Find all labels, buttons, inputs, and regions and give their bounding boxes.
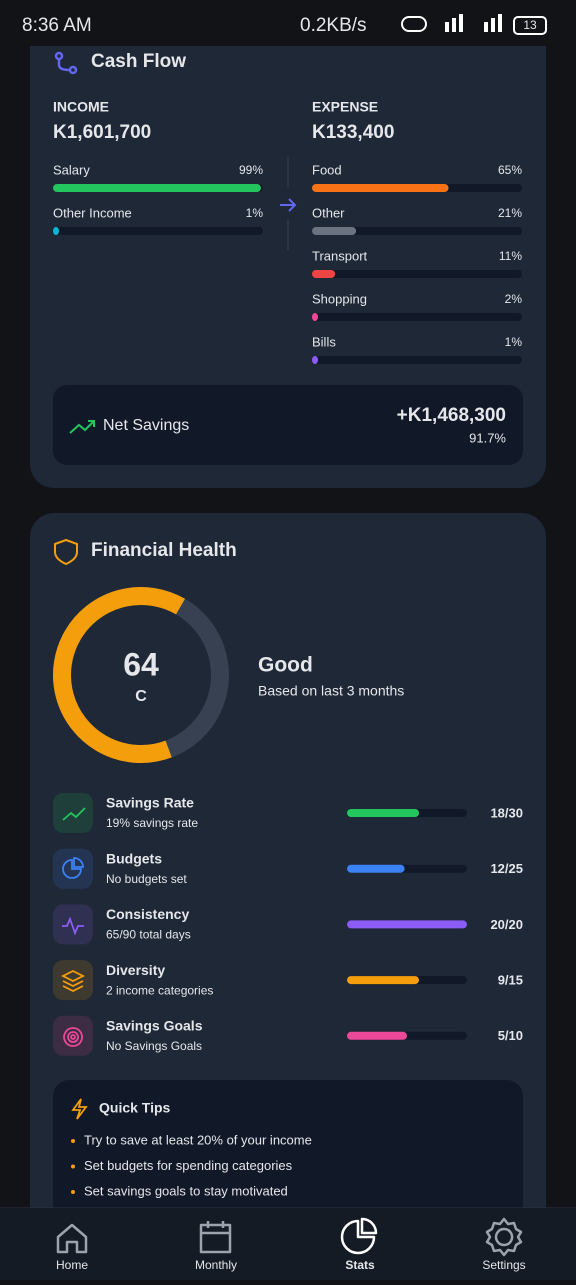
metric-detail: No Savings Goals — [106, 1039, 202, 1053]
bar-track — [312, 270, 522, 278]
bottom-nav — [0, 1208, 576, 1280]
bar — [312, 356, 318, 364]
tip: Set savings goals to stay motivated — [84, 1183, 288, 1198]
card-title: Financial Health — [91, 540, 237, 561]
income-label: INCOME — [53, 99, 109, 115]
tip: Try to save at least 20% of your income — [84, 1132, 312, 1147]
nav-icon — [56, 1223, 88, 1254]
metric-icon-box — [53, 793, 93, 833]
bar — [347, 1031, 407, 1040]
nav-item[interactable]: Home — [56, 1223, 88, 1272]
nav-icon — [199, 1221, 232, 1254]
category-percent: 65% — [498, 163, 522, 177]
bar — [347, 809, 419, 817]
nav-icon — [340, 1217, 378, 1255]
card-title: Cash Flow — [91, 51, 186, 72]
expense-label: EXPENSE — [312, 99, 378, 115]
bar-track — [312, 313, 522, 321]
expense-total: K133,400 — [312, 122, 394, 143]
bar — [347, 976, 419, 985]
bar — [53, 184, 261, 192]
category-name: Food — [312, 162, 342, 177]
net-savings-percent: 91.7% — [469, 430, 506, 445]
bar — [312, 184, 449, 192]
metric-detail: No budgets set — [106, 872, 187, 886]
bullet — [71, 1164, 75, 1169]
signal-icons — [401, 14, 502, 32]
score-ring — [52, 587, 229, 763]
metric-name: Budgets — [106, 850, 162, 866]
tips-title: Quick Tips — [99, 1100, 171, 1116]
nav-item[interactable]: Settings — [482, 1217, 526, 1272]
metric-icon — [60, 969, 86, 993]
metric-name: Diversity — [106, 962, 165, 978]
income-total: K1,601,700 — [53, 122, 151, 143]
shield-icon — [54, 538, 78, 566]
bar — [312, 313, 318, 321]
metric-icon — [63, 1027, 83, 1047]
metric-icon-box — [53, 904, 93, 945]
metric-detail: 19% savings rate — [106, 816, 198, 830]
nav-label: Home — [56, 1258, 88, 1272]
nav-label: Stats — [345, 1258, 375, 1272]
bar — [53, 227, 59, 235]
net-speed: 0.2KB/s — [300, 15, 367, 36]
nav-item[interactable]: Monthly — [195, 1221, 237, 1272]
category-percent: 99% — [239, 163, 263, 177]
net-savings-amount: +K1,468,300 — [397, 405, 506, 426]
bullet — [71, 1190, 75, 1194]
bullet — [71, 1139, 75, 1143]
health-note: Based on last 3 months — [258, 683, 404, 699]
category-name: Shopping — [312, 291, 367, 306]
net-savings-box — [53, 385, 523, 465]
category-percent: 2% — [505, 292, 523, 306]
metric-name: Savings Goals — [106, 1018, 203, 1034]
category-percent: 11% — [499, 249, 522, 263]
metric-icon — [62, 857, 84, 879]
cash-flow-icon — [54, 51, 78, 75]
bar — [312, 227, 357, 235]
category-name: Salary — [53, 162, 90, 177]
metric-score: 18/30 — [490, 805, 523, 820]
category-percent: 1% — [246, 206, 264, 220]
nav-icon — [485, 1217, 523, 1257]
health-grade: C — [135, 688, 147, 705]
category-name: Other — [312, 205, 345, 220]
category-percent: 21% — [498, 206, 522, 220]
health-card — [30, 513, 546, 1253]
bar — [347, 864, 405, 873]
nav-item[interactable]: Stats — [340, 1217, 378, 1272]
metric-score: 12/25 — [490, 861, 523, 876]
category-name: Other Income — [53, 205, 132, 220]
nav-label: Monthly — [195, 1258, 237, 1272]
battery-level: 13 — [523, 18, 537, 32]
metric-detail: 65/90 total days — [106, 928, 191, 942]
metric-score: 20/20 — [490, 917, 523, 932]
metric-icon — [62, 807, 86, 821]
bar-track — [312, 227, 522, 235]
battery — [513, 16, 547, 35]
metric-score: 5/10 — [498, 1028, 523, 1043]
tip: Set budgets for spending categories — [84, 1158, 293, 1173]
bar — [312, 270, 336, 278]
metric-score: 9/15 — [498, 973, 523, 988]
category-name: Transport — [312, 248, 368, 263]
bar-track — [312, 356, 522, 364]
health-status: Good — [258, 654, 313, 677]
metric-name: Consistency — [106, 906, 189, 922]
metric-detail: 2 income categories — [106, 983, 213, 997]
metric-icon — [62, 916, 84, 936]
metric-name: Savings Rate — [106, 795, 194, 811]
net-savings-label: Net Savings — [103, 417, 189, 434]
category-percent: 1% — [505, 335, 523, 349]
health-score: 64 — [123, 646, 159, 682]
flow-arrow — [280, 198, 297, 212]
time: 8:36 AM — [22, 15, 92, 36]
bar — [347, 920, 467, 929]
bar-track — [53, 227, 263, 235]
category-name: Bills — [312, 334, 336, 349]
nav-label: Settings — [482, 1258, 525, 1272]
